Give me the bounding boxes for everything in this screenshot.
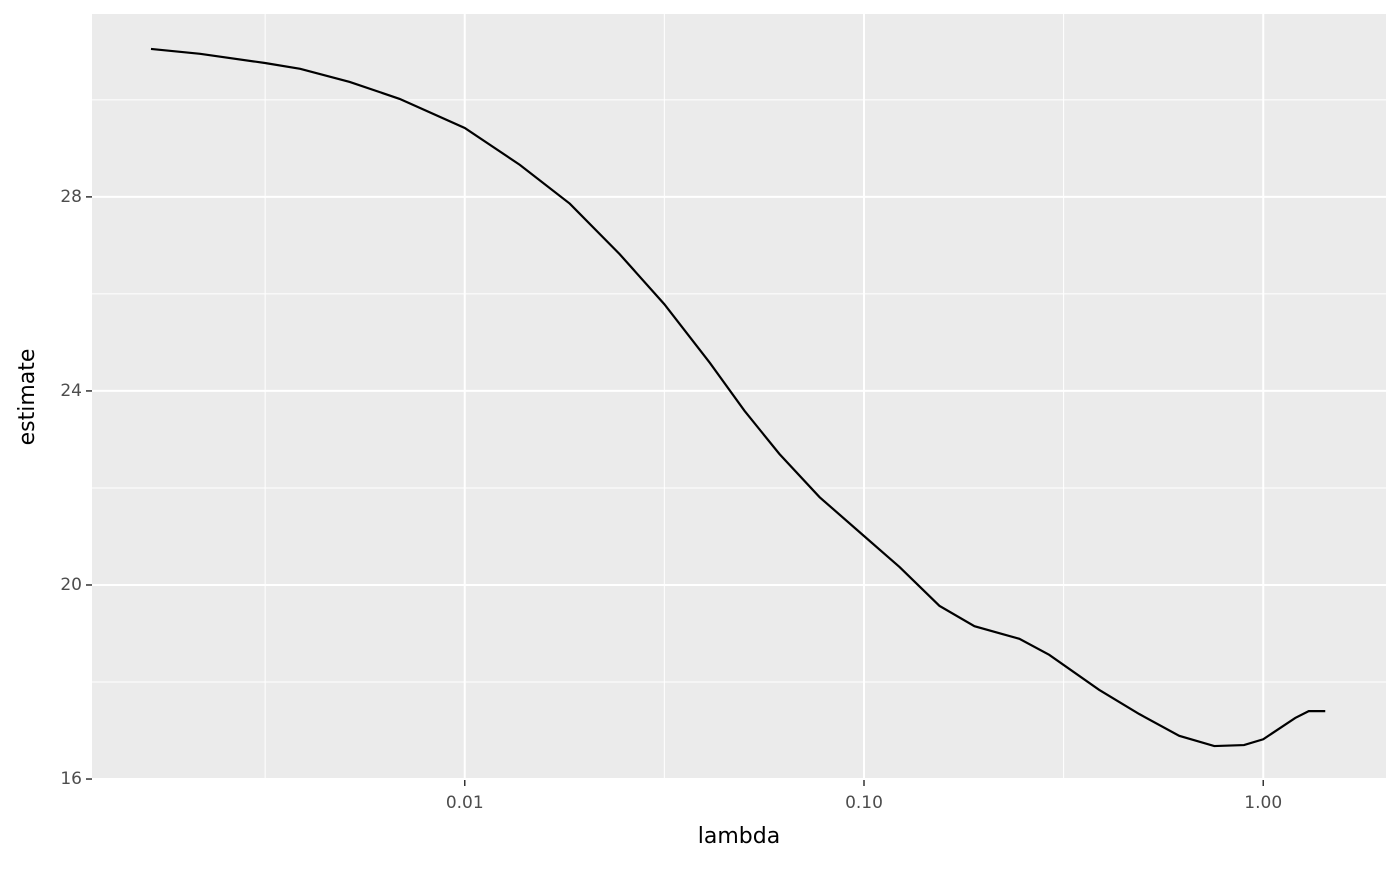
x-axis-title: lambda — [698, 824, 780, 849]
y-tick-label: 16 — [60, 769, 82, 789]
data-line — [150, 47, 1326, 748]
x-tick-label: 0.10 — [845, 793, 883, 813]
y-tick-label: 24 — [60, 381, 82, 401]
plot-background — [92, 14, 1386, 780]
y-tick-label: 20 — [60, 575, 82, 595]
x-tick-label: 1.00 — [1244, 793, 1282, 813]
y-tick-label: 28 — [60, 187, 82, 207]
y-axis-title: estimate — [15, 349, 40, 446]
x-tick-label: 0.01 — [446, 793, 484, 813]
